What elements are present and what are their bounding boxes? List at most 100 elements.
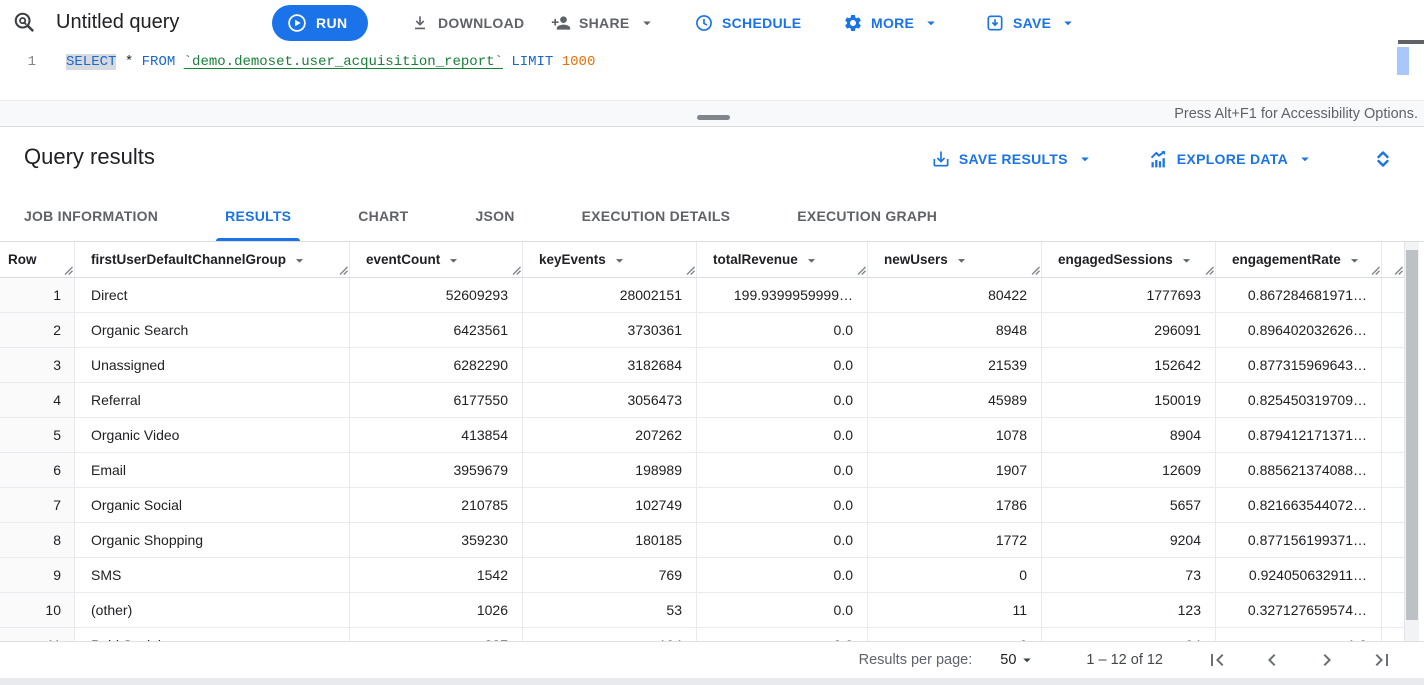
column-header-engagementRate[interactable]: engagementRate: [1216, 242, 1382, 277]
row-number-cell: 8: [0, 523, 75, 557]
query-icon: [12, 10, 37, 35]
table-scrollbar-thumb[interactable]: [1406, 250, 1418, 620]
resize-handle-icon[interactable]: [1394, 266, 1403, 275]
column-header-Row[interactable]: Row: [0, 242, 75, 277]
last-page-icon: [1370, 648, 1394, 672]
save-button[interactable]: SAVE: [985, 5, 1077, 41]
data-cell: 1542: [350, 558, 523, 592]
row-number-cell: 3: [0, 348, 75, 382]
data-cell: 0.0: [697, 628, 868, 641]
data-cell: 6423561: [350, 313, 523, 347]
pager-controls: [1205, 648, 1394, 672]
download-button[interactable]: DOWNLOAD: [410, 5, 524, 41]
sql-keyword: SELECT: [66, 54, 117, 70]
data-cell: 210785: [350, 488, 523, 522]
data-cell: 6177550: [350, 383, 523, 417]
table-row: 2 Organic Search 6423561 3730361 0.0 8948 2960…: [0, 313, 1404, 348]
prev-page-button[interactable]: [1260, 648, 1284, 672]
save-icon: [985, 13, 1005, 33]
table-row: 1 Direct 52609293 28002151 199.9399959999… 80…: [0, 278, 1404, 313]
resize-handle-icon[interactable]: [1205, 266, 1214, 275]
column-header-firstUserDefaultChannelGroup[interactable]: firstUserDefaultChannelGroup: [75, 242, 350, 277]
data-cell: 1777693: [1042, 278, 1216, 312]
tab-execution-details[interactable]: EXECUTION DETAILS: [581, 208, 731, 224]
save-results-button[interactable]: SAVE RESULTS: [931, 149, 1094, 169]
share-button[interactable]: SHARE: [551, 5, 656, 41]
pagination-footer: Results per page: 50 1 – 12 of 12: [0, 641, 1424, 678]
data-cell: 11: [868, 593, 1042, 627]
data-cell: 0: [868, 558, 1042, 592]
editor-scrollbar-thumb[interactable]: [1397, 47, 1409, 75]
sql-table-reference[interactable]: `demo.demoset.user_acquisition_report`: [183, 54, 503, 70]
column-header-filler: [1382, 242, 1404, 277]
column-header-newUsers[interactable]: newUsers: [868, 242, 1042, 277]
tab-chart[interactable]: CHART: [358, 208, 409, 224]
data-cell: 1772: [868, 523, 1042, 557]
play-icon: [286, 12, 308, 34]
data-cell: Paid Social: [75, 628, 350, 641]
resize-handle-icon[interactable]: [1031, 266, 1040, 275]
resize-handle-icon[interactable]: [64, 266, 73, 275]
sql-text: *: [124, 54, 134, 70]
resize-handle-icon[interactable]: [686, 266, 695, 275]
column-header-keyEvents[interactable]: keyEvents: [523, 242, 697, 277]
data-cell: 12609: [1042, 453, 1216, 487]
data-cell: 123: [1042, 593, 1216, 627]
data-cell: 94: [1042, 628, 1216, 641]
sort-caret-icon[interactable]: [291, 252, 308, 269]
run-button[interactable]: RUN: [272, 5, 368, 41]
sort-caret-icon[interactable]: [445, 252, 462, 269]
sort-caret-icon[interactable]: [803, 252, 820, 269]
panel-resize-handle[interactable]: [697, 115, 730, 120]
sql-number-literal: 1000: [561, 54, 596, 70]
query-title[interactable]: Untitled query: [56, 11, 180, 33]
tab-results[interactable]: RESULTS: [216, 191, 301, 241]
data-cell: 0.0: [697, 523, 868, 557]
gear-icon: [843, 13, 863, 33]
column-label: totalRevenue: [713, 252, 798, 267]
explore-data-button[interactable]: EXPLORE DATA: [1148, 149, 1314, 170]
row-number-cell: 11: [0, 628, 75, 641]
data-cell: 3182684: [523, 348, 697, 382]
last-page-button[interactable]: [1370, 648, 1394, 672]
sort-caret-icon[interactable]: [1346, 252, 1363, 269]
column-header-eventCount[interactable]: eventCount: [350, 242, 523, 277]
tab-job-information[interactable]: JOB INFORMATION: [24, 208, 159, 224]
schedule-button[interactable]: SCHEDULE: [694, 5, 801, 41]
resize-handle-icon[interactable]: [339, 266, 348, 275]
data-cell: Direct: [75, 278, 350, 312]
next-page-button[interactable]: [1315, 648, 1339, 672]
column-header-totalRevenue[interactable]: totalRevenue: [697, 242, 868, 277]
row-number-cell: 10: [0, 593, 75, 627]
resize-handle-icon[interactable]: [1371, 266, 1380, 275]
clock-icon: [694, 13, 714, 33]
resize-handle-icon[interactable]: [857, 266, 866, 275]
table-scrollbar[interactable]: [1404, 242, 1419, 641]
sort-caret-icon[interactable]: [953, 252, 970, 269]
tab-execution-graph[interactable]: EXECUTION GRAPH: [797, 208, 938, 224]
table-row: 4 Referral 6177550 3056473 0.0 45989 150019 0.8…: [0, 383, 1404, 418]
tab-json[interactable]: JSON: [475, 208, 515, 224]
row-number-cell: 7: [0, 488, 75, 522]
table-row: 6 Email 3959679 198989 0.0 1907 12609 0.8856213…: [0, 453, 1404, 488]
sort-caret-icon[interactable]: [1178, 252, 1195, 269]
data-cell: Organic Video: [75, 418, 350, 452]
sql-code-line[interactable]: SELECT * FROM `demo.demoset.user_acquisi…: [66, 54, 595, 70]
data-cell: 52609293: [350, 278, 523, 312]
more-button[interactable]: MORE: [843, 5, 940, 41]
data-cell: 0.0: [697, 313, 868, 347]
filler-cell: [1382, 453, 1404, 487]
data-cell: 6: [868, 628, 1042, 641]
results-header: Query results SAVE RESULTS: [0, 127, 1424, 191]
sort-caret-icon[interactable]: [611, 252, 628, 269]
sql-editor[interactable]: 1 SELECT * FROM `demo.demoset.user_acqui…: [0, 45, 1424, 100]
first-page-button[interactable]: [1205, 648, 1229, 672]
page-size-select[interactable]: 50: [1000, 651, 1036, 669]
data-cell: 0.877315969643…: [1216, 348, 1382, 382]
results-per-page-label: Results per page:: [858, 652, 973, 668]
horizontal-scrollbar-track[interactable]: [0, 678, 1424, 685]
resize-handle-icon[interactable]: [512, 266, 521, 275]
column-header-engagedSessions[interactable]: engagedSessions: [1042, 242, 1216, 277]
prev-page-icon: [1260, 648, 1284, 672]
expand-panel-button[interactable]: [1368, 144, 1398, 174]
